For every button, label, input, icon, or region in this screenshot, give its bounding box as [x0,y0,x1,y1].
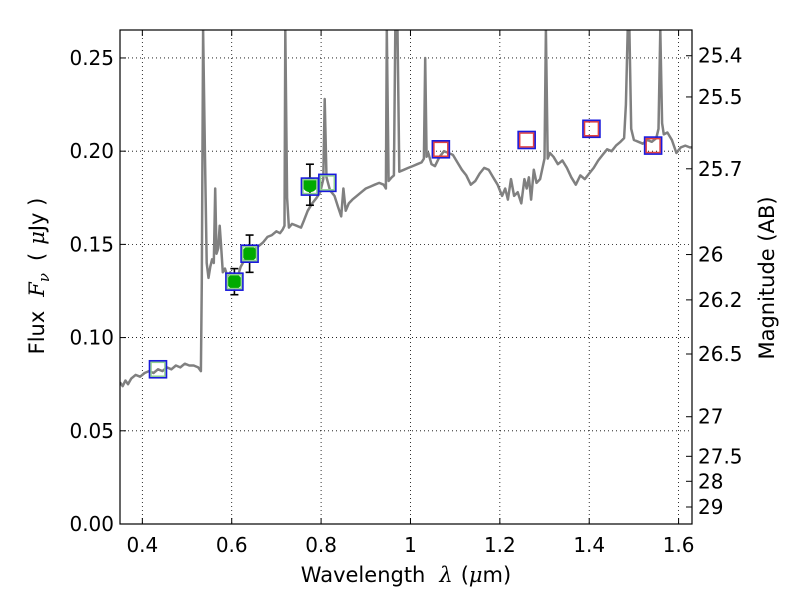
x-tick-labels: 0.4 0.6 0.8 1 1.2 1.4 1.6 [126,533,694,557]
observed-point [226,274,242,290]
model-point-inner [150,361,166,378]
observed-point [302,177,318,193]
observed-point [242,246,258,262]
model-point [431,140,451,159]
model-spectrum-line [120,30,692,388]
x-tick-label: 1 [404,533,417,557]
model-point-inner [302,178,318,195]
x-tick-label: 1.2 [484,533,516,557]
y2-tick-label: 26.5 [698,342,743,366]
model-point [517,130,536,150]
model-point-inner [433,141,449,158]
y2-tick-label: 25.4 [698,44,743,68]
model-point [643,136,663,155]
x-axis-label: Wavelength λ (μm) [301,563,511,587]
x-tick-label: 1.6 [663,533,695,557]
y-tick-label: 0.20 [69,139,114,163]
axis-ticks [120,30,692,525]
model-point-inner [319,175,336,191]
x-tick-label: 0.6 [216,533,248,557]
y2-axis-label: Magnitude (AB) [755,196,779,359]
plot-frame [119,29,693,525]
model-point-inner [241,245,258,262]
y2-tick-label: 27.5 [698,444,743,468]
y-tick-label: 0.25 [69,46,114,70]
observed-points [226,177,318,290]
y2-tick-label: 28 [698,469,723,493]
model-photometry-points [148,119,663,379]
y2-tick-label: 26.2 [698,288,743,312]
model-point-inner [226,273,243,290]
model-point [240,244,259,263]
y-tick-label: 0.15 [69,232,114,256]
y2-tick-label: 25.7 [698,157,743,181]
model-point-inner [518,132,535,148]
grid-lines [120,30,692,525]
y-tick-labels: 0.00 0.05 0.10 0.15 0.20 0.25 [69,46,114,536]
y2-tick-label: 29 [698,495,723,519]
model-point [318,173,337,193]
model-point [582,119,601,139]
y-tick-label: 0.05 [69,419,114,443]
model-point [148,359,168,379]
y-tick-label: 0.10 [69,326,114,350]
x-tick-label: 0.4 [126,533,158,557]
model-point [225,272,244,291]
model-point-inner [583,121,600,137]
y2-tick-label: 26 [698,243,723,267]
model-point-inner [645,137,661,154]
y-axis-label: FluxFν(μJy ) [25,198,53,355]
y2-tick-label: 25.5 [698,85,743,109]
y2-tick-label: 27 [698,405,723,429]
x-tick-label: 1.4 [573,533,605,557]
y-tick-label: 0.00 [69,512,114,536]
x-tick-label: 0.8 [305,533,337,557]
